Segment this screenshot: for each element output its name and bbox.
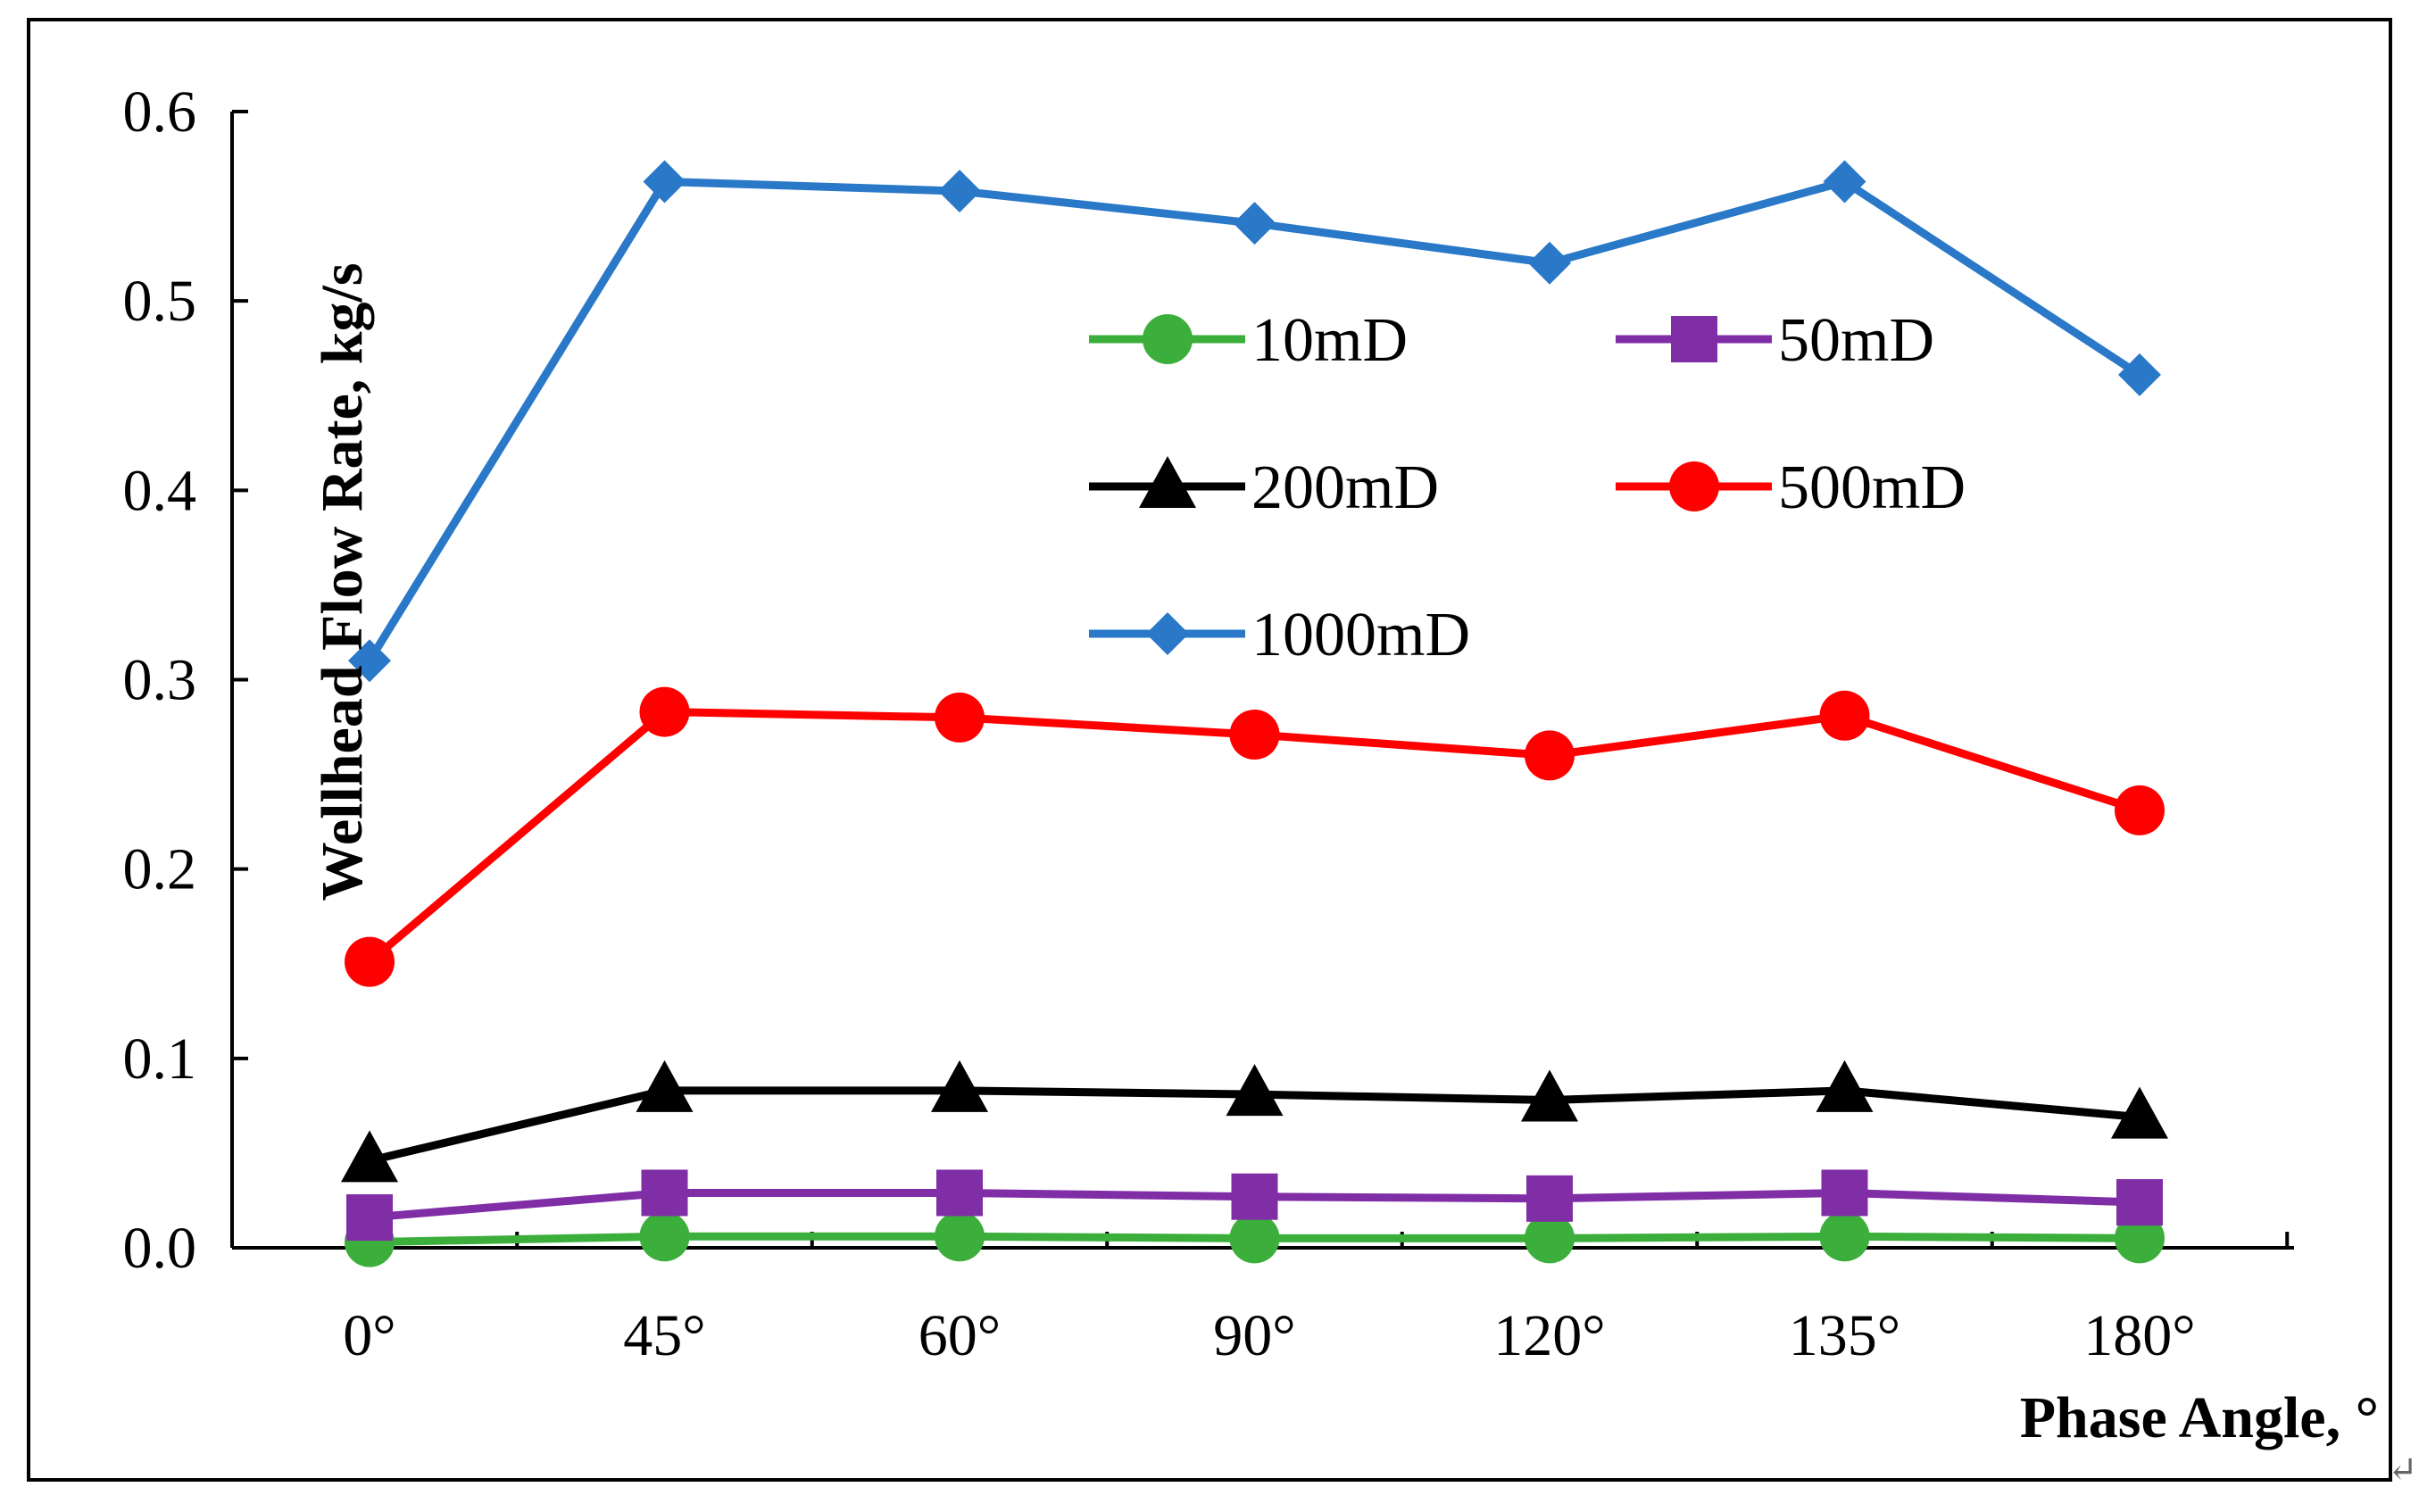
- data-point-1000mD: [643, 160, 686, 204]
- series-500mD: [345, 686, 2165, 987]
- legend: 10mD 50mD 200mD 500mD 1000mD: [1089, 306, 1966, 669]
- legend-swatch-marker: [1143, 314, 1193, 364]
- series-1000mD: [348, 160, 2161, 683]
- data-point-1000mD: [1233, 202, 1276, 245]
- data-point-1000mD: [1823, 160, 1866, 204]
- legend-entry-10mD: 10mD: [1089, 306, 1408, 375]
- legend-label: 500mD: [1778, 453, 1966, 522]
- data-point-1000mD: [2118, 353, 2161, 396]
- data-point-50mD: [1231, 1173, 1278, 1220]
- data-point-500mD: [1819, 690, 1870, 741]
- legend-entry-500mD: 500mD: [1616, 453, 1966, 522]
- data-point-200mD: [1816, 1059, 1874, 1112]
- data-point-1000mD: [1528, 241, 1571, 285]
- data-point-50mD: [346, 1194, 393, 1242]
- legend-swatch-marker: [1139, 456, 1196, 508]
- y-tick-label: 0.5: [123, 269, 197, 334]
- stray-mark: ↵: [2388, 1450, 2418, 1490]
- series-200mD: [341, 1059, 2168, 1183]
- y-ticks: 0.0 0.1 0.2 0.3 0.4 0.5 0.6: [123, 79, 248, 1281]
- y-tick-label: 0.2: [123, 837, 197, 902]
- series-50mD: [346, 1169, 2163, 1242]
- data-point-10mD: [639, 1211, 690, 1262]
- data-point-200mD: [341, 1130, 398, 1183]
- x-tick-label: 135°: [1789, 1303, 1900, 1368]
- data-point-200mD: [636, 1059, 694, 1112]
- data-point-200mD: [931, 1059, 988, 1112]
- x-tick-label: 60°: [919, 1303, 1001, 1368]
- data-point-50mD: [641, 1169, 688, 1217]
- data-point-200mD: [2111, 1086, 2168, 1139]
- legend-entry-1000mD: 1000mD: [1089, 601, 1470, 669]
- legend-label: 50mD: [1778, 306, 1934, 375]
- legend-entry-50mD: 50mD: [1616, 306, 1934, 375]
- y-tick-label: 0.6: [123, 79, 197, 145]
- data-point-50mD: [1526, 1175, 1573, 1222]
- data-point-50mD: [936, 1169, 983, 1217]
- x-tick-label: 120°: [1493, 1303, 1605, 1368]
- legend-label: 200mD: [1251, 453, 1439, 522]
- data-point-50mD: [2116, 1179, 2163, 1226]
- x-axis-title: Phase Angle, °: [2020, 1385, 2379, 1450]
- data-point-500mD: [639, 686, 690, 737]
- y-tick-label: 0.1: [123, 1026, 197, 1092]
- data-point-500mD: [935, 692, 985, 743]
- data-point-10mD: [1819, 1211, 1870, 1262]
- data-point-10mD: [1525, 1213, 1575, 1264]
- y-tick-label: 0.4: [123, 458, 197, 523]
- data-point-1000mD: [348, 639, 391, 683]
- data-point-500mD: [1229, 710, 1280, 760]
- y-tick-label: 0.3: [123, 648, 197, 713]
- y-tick-label: 0.0: [123, 1216, 197, 1281]
- series-layer: [341, 160, 2168, 1267]
- x-tick-label: 180°: [2083, 1303, 2195, 1368]
- axes: [230, 112, 2294, 1250]
- data-point-10mD: [2115, 1213, 2165, 1264]
- legend-swatch-marker: [1669, 461, 1719, 511]
- data-point-10mD: [935, 1211, 985, 1262]
- legend-entry-200mD: 200mD: [1089, 453, 1439, 522]
- series-line-1000mD: [366, 178, 2142, 663]
- legend-label: 10mD: [1251, 306, 1408, 375]
- data-point-500mD: [1525, 730, 1575, 781]
- data-point-10mD: [1229, 1213, 1280, 1264]
- legend-swatch-marker: [1671, 316, 1717, 362]
- y-axis-title: Wellhead Flow Rate, kg/s: [310, 262, 375, 901]
- data-point-500mD: [345, 936, 395, 987]
- data-point-200mD: [1521, 1069, 1578, 1122]
- data-point-500mD: [2115, 785, 2165, 835]
- data-point-50mD: [1821, 1169, 1868, 1217]
- x-tick-label: 0°: [343, 1303, 395, 1368]
- x-tick-label: 90°: [1213, 1303, 1295, 1368]
- x-tick-label: 45°: [623, 1303, 705, 1368]
- x-ticks: 0° 45° 60° 90° 120° 135° 180°: [343, 1232, 2290, 1368]
- data-point-1000mD: [938, 170, 981, 213]
- legend-label: 1000mD: [1251, 601, 1470, 669]
- data-point-200mD: [1226, 1064, 1284, 1117]
- legend-swatch-marker: [1146, 612, 1189, 655]
